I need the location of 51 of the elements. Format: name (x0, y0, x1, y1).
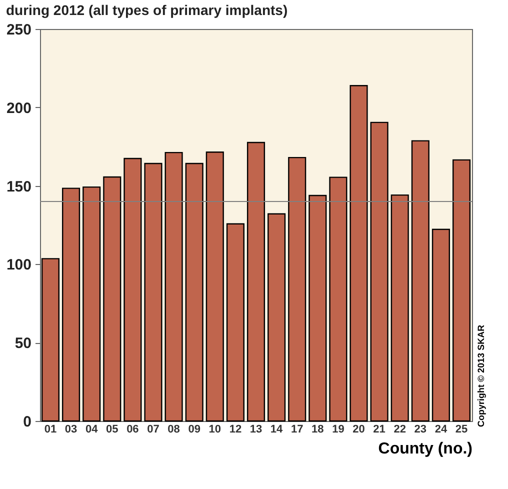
bar (329, 176, 348, 422)
x-tick-label: 25 (455, 424, 468, 436)
x-tick-label: 24 (434, 424, 448, 436)
bar (411, 140, 430, 422)
y-tick-label: 250 (6, 22, 32, 38)
y-tick-label: 200 (6, 100, 32, 117)
bar (370, 122, 388, 422)
y-tick-label: 50 (14, 335, 32, 352)
x-tick-label: 12 (229, 424, 242, 436)
text: Copyright © 2013 SKAR (476, 324, 486, 427)
bar (144, 162, 162, 422)
bar (432, 228, 450, 422)
x-tick-label: 06 (126, 424, 139, 436)
x-tick-label: 09 (188, 424, 200, 436)
x-tick-label: 14 (270, 424, 284, 436)
x-axis-title: County (no.) (378, 440, 472, 458)
x-tick-label: 19 (332, 424, 344, 436)
y-tick-label: 0 (23, 414, 32, 430)
x-tick-label: 10 (208, 424, 222, 436)
bar (62, 188, 80, 422)
bar (350, 85, 368, 422)
bar (185, 162, 204, 422)
x-tick-label: 04 (85, 424, 99, 436)
bar (103, 176, 122, 422)
x-tick-label: 18 (312, 424, 324, 436)
bar (41, 258, 60, 422)
x-tick-label: 23 (414, 424, 427, 436)
bar (226, 223, 244, 422)
x-tick-label: 21 (373, 424, 386, 436)
x-tick-label: 07 (147, 424, 160, 436)
chart-title: during 2012 (all types of primary implants) (6, 2, 288, 18)
bar (206, 151, 224, 422)
bar (390, 194, 409, 422)
y-tick-label: 150 (6, 178, 32, 196)
bar (268, 213, 286, 422)
x-tick-label: 13 (250, 424, 262, 436)
bar (308, 194, 327, 422)
bar (164, 152, 183, 422)
x-tick-label: 08 (168, 424, 180, 436)
x-tick-label: 05 (106, 424, 118, 436)
x-tick-label: 01 (44, 424, 57, 436)
y-tick-label: 100 (6, 256, 32, 274)
bar (124, 158, 142, 422)
x-tick-label: 22 (394, 424, 406, 436)
bar (82, 186, 101, 422)
bar (452, 159, 471, 422)
bar (288, 156, 306, 422)
x-tick-label: 17 (290, 424, 304, 436)
x-tick-label: 03 (64, 424, 78, 436)
x-tick-label: 20 (352, 424, 365, 436)
bar (246, 142, 266, 422)
